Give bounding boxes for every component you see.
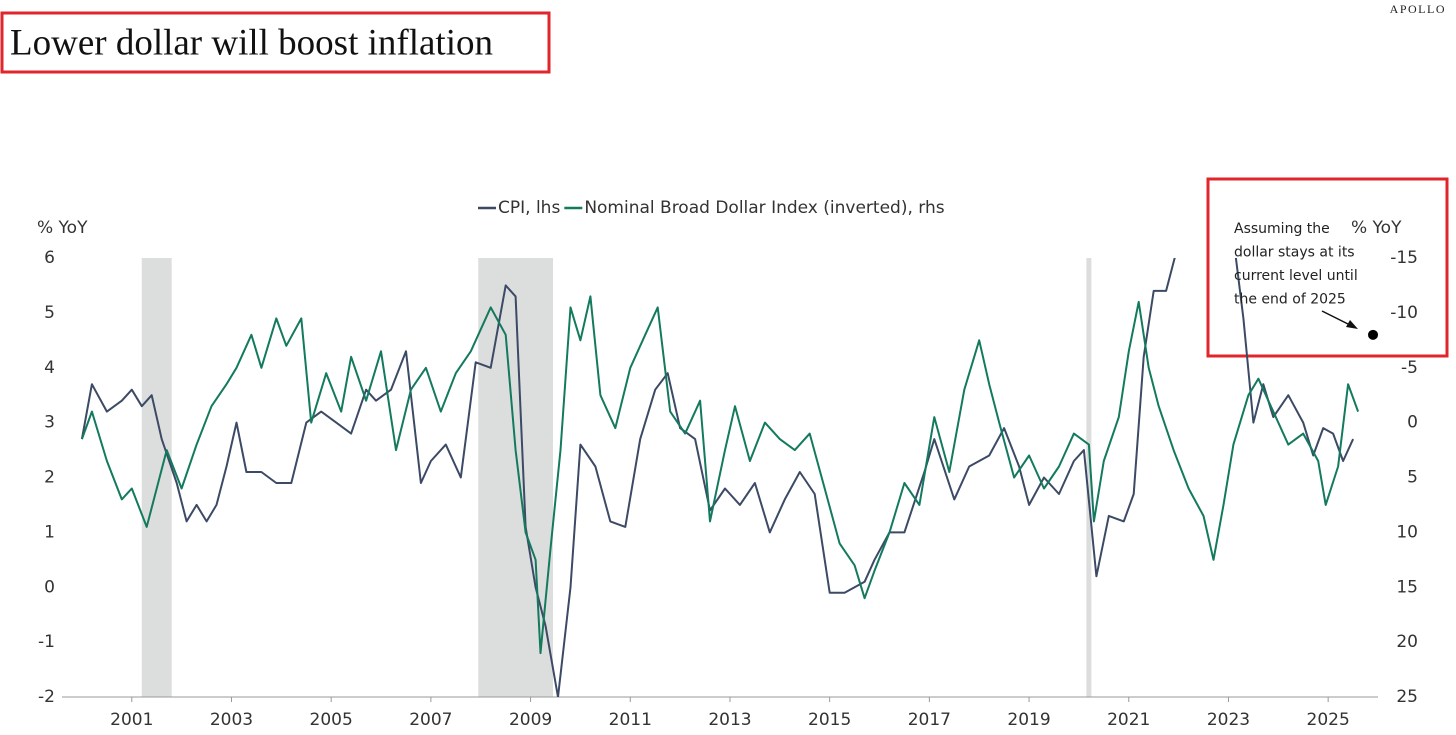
y-tick-label: 3 bbox=[44, 413, 55, 433]
y2-tick-label: 0 bbox=[1407, 413, 1418, 433]
x-tick-label: 2023 bbox=[1207, 710, 1250, 730]
y-axis-label: % YoY bbox=[37, 218, 88, 238]
series-line bbox=[80, 258, 1355, 697]
y-tick-label: 4 bbox=[44, 358, 55, 378]
y2-tick-label: 5 bbox=[1407, 468, 1418, 488]
x-tick-label: 2007 bbox=[409, 710, 452, 730]
annotation-text: Assuming the bbox=[1234, 221, 1330, 237]
plot-area bbox=[80, 258, 1360, 697]
y2-tick-label: 15 bbox=[1396, 577, 1418, 597]
shaded-period bbox=[141, 258, 172, 697]
shaded-period bbox=[1086, 258, 1092, 697]
brand: APOLLO bbox=[1390, 2, 1446, 16]
annotation-arrowhead bbox=[1346, 320, 1358, 329]
legend-label: Nominal Broad Dollar Index (inverted), r… bbox=[584, 198, 944, 218]
y2-tick-label: -5 bbox=[1401, 358, 1418, 378]
annotation-text: current level until bbox=[1234, 268, 1358, 284]
y-tick-label: 2 bbox=[44, 468, 55, 488]
x-tick-label: 2011 bbox=[609, 710, 652, 730]
x-tick-label: 2015 bbox=[808, 710, 851, 730]
x-tick-label: 2013 bbox=[708, 710, 751, 730]
annotation-box bbox=[1206, 177, 1449, 358]
x-tick-label: 2001 bbox=[110, 710, 153, 730]
series-line bbox=[80, 295, 1360, 655]
y-tick-label: 0 bbox=[44, 577, 55, 597]
chart-title: Lower dollar will boost inflation bbox=[10, 22, 493, 63]
annotation-arrow bbox=[1321, 310, 1353, 327]
annotation-text: the end of 2025 bbox=[1234, 292, 1346, 308]
x-tick-label: 2003 bbox=[210, 710, 253, 730]
annotation-text: dollar stays at its bbox=[1234, 245, 1355, 261]
y-tick-label: 5 bbox=[44, 303, 55, 323]
title-box bbox=[0, 11, 551, 74]
y2-tick-label: 20 bbox=[1396, 632, 1418, 652]
x-tick-label: 2009 bbox=[509, 710, 552, 730]
y2-tick-label: 10 bbox=[1396, 522, 1418, 542]
x-tick-label: 2005 bbox=[310, 710, 353, 730]
x-tick-label: 2025 bbox=[1307, 710, 1350, 730]
annotation-point bbox=[1368, 329, 1379, 340]
legend-label: CPI, lhs bbox=[498, 198, 560, 218]
y-tick-label: 6 bbox=[44, 248, 55, 268]
y2-tick-label: -10 bbox=[1390, 303, 1418, 323]
y-tick-label: -2 bbox=[38, 687, 55, 707]
x-tick-label: 2017 bbox=[908, 710, 951, 730]
y-tick-label: -1 bbox=[38, 632, 55, 652]
x-tick-label: 2019 bbox=[1007, 710, 1050, 730]
y-tick-label: 1 bbox=[44, 522, 55, 542]
y2-tick-label: 25 bbox=[1396, 687, 1418, 707]
y2-axis-label: % YoY bbox=[1351, 218, 1402, 238]
shaded-period bbox=[478, 258, 554, 697]
x-tick-label: 2021 bbox=[1107, 710, 1150, 730]
y2-tick-label: -15 bbox=[1390, 248, 1418, 268]
